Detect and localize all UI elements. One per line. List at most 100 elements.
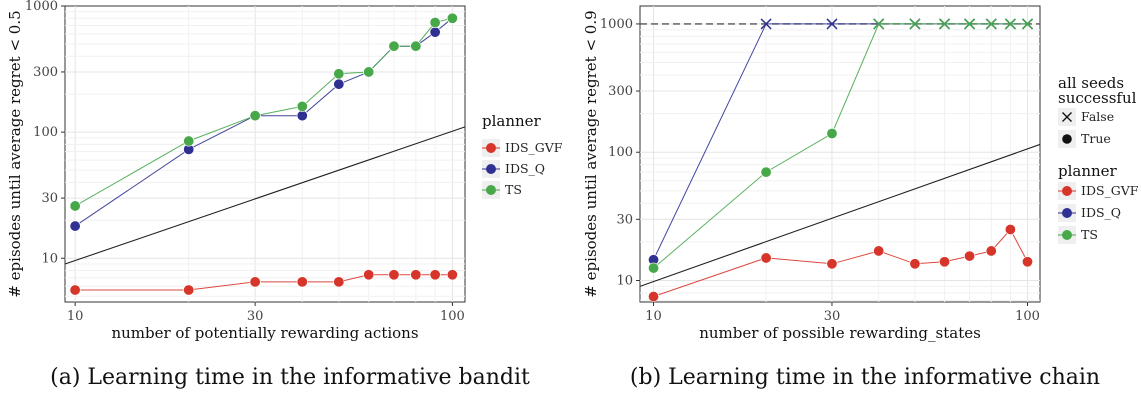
reference-diagonal — [639, 143, 1041, 287]
point-ts-failed — [1021, 18, 1034, 30]
y-tick-label: 10 — [41, 251, 58, 266]
legend-key-ids-q — [486, 164, 496, 174]
point-ids-gvf — [249, 276, 261, 288]
x-tick-label: 10 — [645, 309, 662, 324]
y-tick-label: 1000 — [25, 0, 58, 14]
point-ts — [648, 262, 660, 274]
point-ts — [249, 110, 261, 122]
point-ts — [363, 66, 375, 78]
reference-line-a — [64, 126, 466, 265]
legend-label: IDS_Q — [505, 161, 545, 176]
point-ids-gvf — [1004, 223, 1016, 235]
point-ts — [333, 68, 345, 80]
point-ids-gvf — [333, 276, 345, 288]
point-ids-gvf — [909, 258, 921, 270]
x-axis-label-b: number of possible rewarding_states — [699, 324, 981, 342]
legend-label: TS — [505, 182, 522, 197]
legend-title-planner: planner — [1058, 162, 1118, 180]
plot-frame-a — [64, 5, 466, 303]
x-tick-label: 30 — [824, 309, 841, 324]
series-lines-a — [74, 17, 453, 291]
point-ts — [429, 16, 441, 28]
series-line-ids-gvf — [653, 228, 1028, 297]
legend-key-false — [1062, 112, 1072, 122]
x-tick-label: 100 — [440, 309, 465, 324]
point-ids-q-failed — [826, 18, 838, 30]
y-axis-label-a: # episodes until average regret < 0.5 — [6, 10, 24, 297]
legend-title-a: planner — [482, 112, 542, 130]
point-ids-gvf — [183, 284, 195, 296]
caption-a: (a) Learning time in the informative ban… — [50, 365, 530, 390]
legend-label: IDS_Q — [1081, 205, 1121, 220]
point-ids-gvf — [1022, 256, 1034, 268]
reference-diagonal — [64, 126, 466, 265]
point-ids-gvf — [429, 269, 441, 281]
reference-line-b — [639, 143, 1041, 287]
caption-b: (b) Learning time in the informative cha… — [630, 365, 1100, 390]
point-ids-gvf — [648, 291, 660, 303]
point-ids-gvf — [964, 250, 976, 262]
y-tick-label: 30 — [41, 191, 58, 206]
point-ts-failed — [939, 18, 951, 30]
point-ts-failed — [964, 18, 976, 30]
point-ids-q — [429, 26, 441, 38]
series-line-ids-gvf — [75, 274, 453, 291]
y-ticks-b: 10 30 100 300 1000 — [600, 17, 640, 289]
panel-a: 10 30 100 10 30 100 300 1000 number of potenti… — [6, 0, 563, 390]
x-tick-label: 100 — [1015, 309, 1040, 324]
x-ticks-a: 10 30 100 — [67, 302, 465, 324]
point-ts-failed — [873, 18, 885, 30]
legend-label: False — [1081, 109, 1114, 124]
y-tick-label: 30 — [616, 212, 633, 227]
point-ids-gvf — [985, 245, 997, 257]
series-points-b — [648, 18, 1034, 303]
legend-label: IDS_GVF — [505, 140, 563, 155]
x-axis-label-a: number of potentially rewarding actions — [111, 324, 418, 342]
series-points-a — [69, 12, 458, 296]
point-ids-gvf — [410, 269, 422, 281]
series-lines-b — [653, 23, 1028, 297]
y-tick-label: 1000 — [600, 17, 633, 32]
legend-key-ids-q — [1062, 208, 1072, 218]
point-ids-q — [69, 220, 81, 232]
point-ts-failed — [985, 18, 997, 30]
panel-b: 10 30 100 10 30 100 300 1000 number of possibl… — [582, 5, 1139, 390]
point-ts — [760, 166, 772, 178]
x-tick-label: 10 — [67, 309, 84, 324]
point-ids-gvf — [760, 252, 772, 264]
legend-title-seeds: successful — [1058, 89, 1137, 107]
legend-label: True — [1081, 131, 1111, 146]
point-ts — [296, 100, 308, 112]
x-ticks-b: 10 30 100 — [645, 302, 1040, 324]
y-ticks-a: 10 30 100 300 1000 — [25, 0, 65, 266]
legend-key-ts — [1062, 230, 1072, 240]
series-line-ids-q — [74, 17, 453, 227]
point-ids-gvf — [873, 245, 885, 257]
point-ids-q — [296, 110, 308, 122]
point-ts — [183, 135, 195, 147]
y-tick-label: 100 — [33, 125, 58, 140]
y-tick-label: 10 — [616, 274, 633, 289]
point-ts-failed — [909, 18, 921, 30]
legend-a: planner IDS_GVF IDS_Q TS — [482, 112, 563, 199]
point-ids-q — [333, 78, 345, 90]
point-ts — [410, 40, 422, 52]
point-ts-failed — [1004, 18, 1016, 30]
point-ids-gvf — [388, 269, 400, 281]
point-ids-gvf — [939, 256, 951, 268]
point-ids-gvf — [446, 269, 458, 281]
y-tick-label: 300 — [33, 65, 58, 80]
legend-label: TS — [1081, 227, 1098, 242]
legend-key-true — [1062, 134, 1072, 144]
point-ids-gvf — [363, 269, 375, 281]
point-ids-gvf — [826, 258, 838, 270]
point-ts — [388, 40, 400, 52]
point-ids-gvf — [69, 284, 81, 296]
legend-key-ids-gvf — [486, 143, 496, 153]
legend-key-ids-gvf — [1062, 186, 1072, 196]
series-line-ts — [653, 23, 1028, 269]
x-tick-label: 30 — [247, 309, 264, 324]
point-ids-q-failed — [760, 18, 772, 30]
